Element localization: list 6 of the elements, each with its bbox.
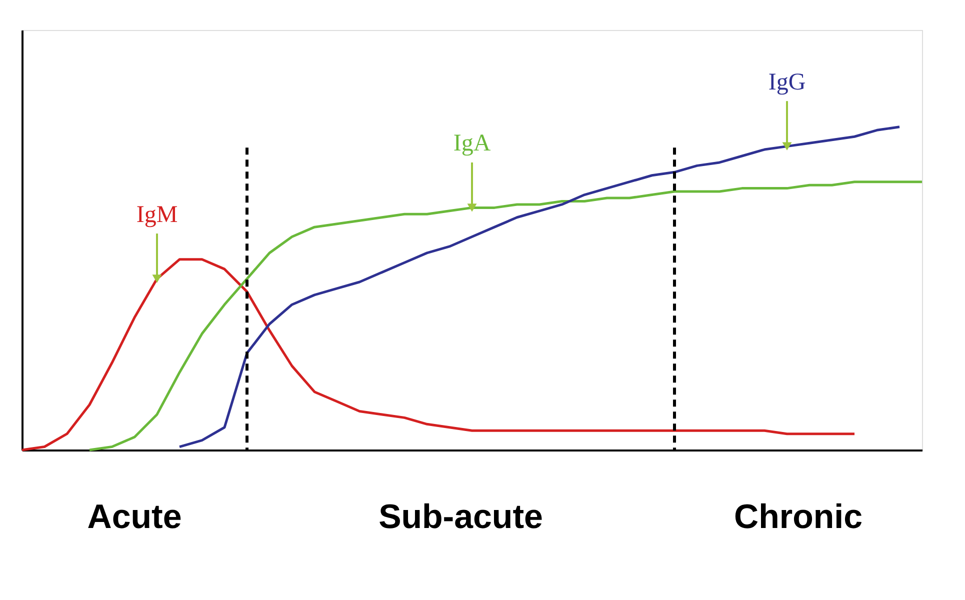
text: Acute — [87, 498, 182, 536]
text: Chronic — [734, 498, 862, 536]
series-label: IgG — [768, 69, 806, 96]
series-label: IgM — [136, 202, 178, 228]
text: IgA — [453, 130, 492, 157]
text: Sub-acute — [378, 498, 543, 536]
